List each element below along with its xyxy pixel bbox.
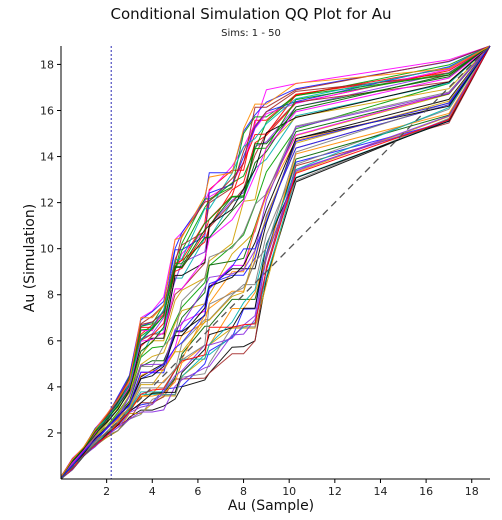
y-tick-label: 18 [40,58,54,71]
y-tick-label: 10 [40,243,54,256]
series-line-50 [60,45,491,479]
x-tick: 12 [328,479,342,498]
x-tick: 2 [103,479,110,498]
y-tick: 4 [47,381,61,394]
y-tick: 10 [40,243,61,256]
series-line-42 [60,45,491,478]
series-line-47 [60,45,491,478]
y-tick: 14 [40,151,61,164]
chart-title: Conditional Simulation QQ Plot for Au [110,5,392,23]
y-tick-label: 14 [40,151,54,164]
y-tick-label: 2 [47,427,54,440]
series-line-48 [60,45,491,478]
chart-subtitle: Sims: 1 - 50 [221,28,281,39]
series-line-43 [60,45,491,479]
y-tick-label: 8 [47,289,54,302]
series-line-35 [60,45,491,478]
x-tick: 4 [149,479,156,498]
x-axis-label: Au (Sample) [227,498,315,514]
x-tick: 14 [373,479,387,498]
series-line-44 [60,45,491,479]
y-tick: 18 [40,58,61,71]
reference-line [60,45,491,480]
reference-layer [60,45,491,480]
x-tick-label: 18 [465,485,479,498]
y-tick: 2 [47,427,61,440]
y-tick-label: 6 [47,335,54,348]
x-tick: 8 [240,479,247,498]
series-line-31 [60,45,491,478]
x-tick-label: 12 [328,485,342,498]
x-tick-label: 10 [282,485,296,498]
x-tick: 18 [465,479,479,498]
axis-layer [60,46,490,480]
x-tick-label: 14 [373,485,387,498]
tick-layer: 2 4 6 8 10 12 14 16 18 2 4 6 8 10 12 14 16 18 [40,58,479,498]
y-tick: 12 [40,197,61,210]
x-tick-label: 16 [419,485,433,498]
y-tick: 8 [47,289,61,302]
x-tick-label: 4 [149,485,156,498]
series-line-40 [60,45,491,479]
x-tick-label: 8 [240,485,247,498]
series-line-49 [60,45,491,479]
y-tick-label: 4 [47,381,54,394]
y-tick-label: 16 [40,104,54,117]
y-tick: 6 [47,335,61,348]
x-tick: 16 [419,479,433,498]
x-tick-label: 2 [103,485,110,498]
x-tick: 10 [282,479,296,498]
x-tick-label: 6 [194,485,201,498]
y-tick-label: 12 [40,197,54,210]
x-tick: 6 [194,479,201,498]
series-layer [60,45,491,480]
y-tick: 16 [40,104,61,117]
